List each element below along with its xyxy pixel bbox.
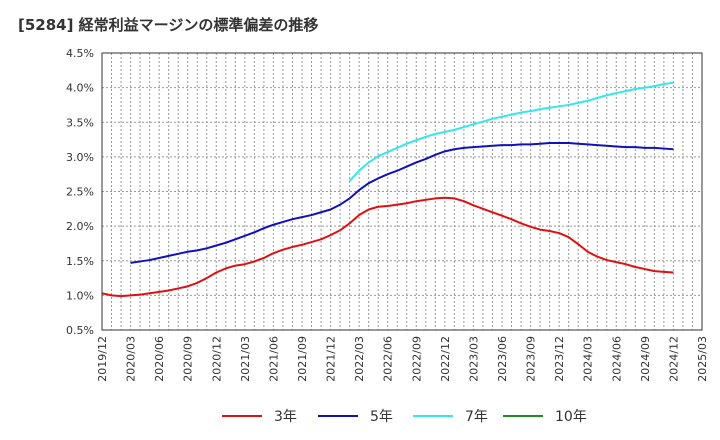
x-tick-label: 2024/03 [582,336,595,382]
y-tick-label: 2.0% [66,220,94,233]
legend-item-5y: 5年 [318,404,393,428]
series-line-7年 [348,81,674,182]
x-tick-label: 2021/03 [239,336,252,382]
legend-swatch-10y [503,415,543,417]
x-tick-label: 2023/06 [496,336,509,382]
x-tick-label: 2023/12 [553,336,566,382]
plot-frame [101,52,703,331]
legend-label-10y: 10年 [555,409,587,425]
y-axis: 0.5% 1.0% 1.5% 2.0% 2.5% 3.0% 3.5% 4.0% 4.5% [66,47,94,337]
grid-lines [101,52,703,331]
x-tick-label: 2021/09 [296,336,309,382]
y-tick-label: 4.5% [66,47,94,60]
x-tick-label: 2022/06 [382,336,395,382]
y-tick-label: 1.5% [66,255,94,268]
y-tick-label: 0.5% [66,324,94,337]
legend-item-7y: 7年 [413,404,488,428]
series-line-3年 [101,196,674,298]
legend-swatch-3y [222,415,262,417]
x-axis: 2019/12 2020/03 2020/06 2020/09 2020/12 2021/… [96,336,709,382]
x-tick-label: 2020/06 [153,336,166,382]
x-tick-label: 2021/06 [267,336,280,382]
y-tick-label: 1.0% [66,289,94,302]
x-tick-label: 2024/12 [667,336,680,382]
legend-item-10y: 10年 [503,404,587,428]
legend-label-7y: 7年 [465,409,488,425]
x-tick-label: 2024/09 [639,336,652,382]
x-tick-label: 2020/03 [125,336,138,382]
series-layer [101,81,674,298]
x-tick-label: 2019/12 [96,336,109,382]
series-line-5年 [130,142,674,264]
legend-label-5y: 5年 [370,409,393,425]
chart-title: [5284] 経常利益マージンの標準偏差の推移 [18,16,319,34]
y-tick-label: 3.0% [66,151,94,164]
x-tick-label: 2020/09 [182,336,195,382]
x-tick-label: 2023/03 [467,336,480,382]
x-tick-label: 2024/06 [610,336,623,382]
y-tick-label: 3.5% [66,116,94,129]
y-tick-label: 2.5% [66,186,94,199]
line-chart: 0.5% 1.0% 1.5% 2.0% 2.5% 3.0% 3.5% 4.0% 4.5% 201… [66,47,709,382]
legend-label-3y: 3年 [274,409,297,425]
legend-swatch-7y [413,415,453,417]
x-tick-label: 2023/09 [525,336,538,382]
x-tick-label: 2022/03 [353,336,366,382]
x-tick-label: 2022/12 [439,336,452,382]
x-tick-label: 2021/12 [325,336,338,382]
legend-swatch-5y [318,415,358,417]
x-tick-label: 2020/12 [210,336,223,382]
x-tick-label: 2022/09 [410,336,423,382]
legend-item-3y: 3年 [222,404,297,428]
x-tick-label: 2025/03 [696,336,709,382]
y-tick-label: 4.0% [66,82,94,95]
legend: 3年 5年 7年 10年 [0,404,720,428]
